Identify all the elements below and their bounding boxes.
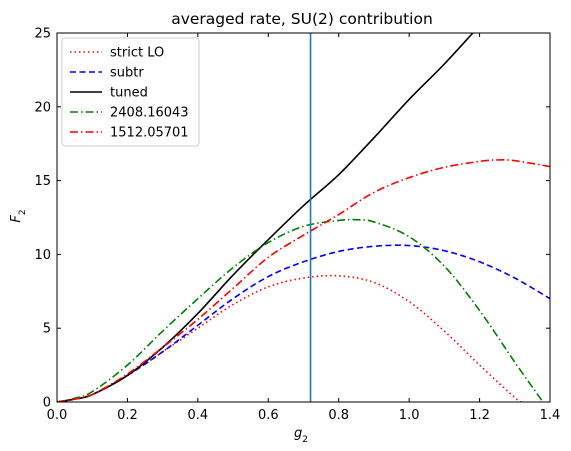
- legend-label: tuned: [110, 86, 148, 101]
- x-tick-label: 1.0: [399, 408, 420, 423]
- legend: strict LO subtr tuned 2408.16043 1512.05701: [61, 37, 200, 147]
- ticks-layer: 0.0 0.2 0.4 0.6 0.8 1.0 1.2 1.4 0 5 10 15 20 25: [34, 27, 560, 424]
- y-tick-label: 25: [34, 27, 51, 42]
- chart-title: averaged rate, SU(2) contribution: [171, 10, 433, 28]
- series-line-1: [57, 244, 550, 402]
- x-tick-label: 0.6: [258, 408, 279, 423]
- series-line-0: [57, 274, 523, 402]
- series-line-4: [57, 159, 550, 402]
- y-tick-label: 10: [34, 248, 51, 263]
- x-tick-label: 0.8: [328, 408, 349, 423]
- series-line-2: [57, 33, 474, 402]
- legend-label: 1512.05701: [110, 126, 189, 141]
- legend-label: strict LO: [110, 46, 164, 61]
- legend-label: subtr: [110, 66, 144, 81]
- x-tick-label: 0.4: [188, 408, 209, 423]
- y-tick-label: 0: [43, 396, 51, 411]
- x-axis-label: g2: [294, 426, 308, 445]
- x-tick-label: 1.2: [469, 408, 490, 423]
- legend-box: [61, 37, 200, 147]
- x-tick-label: 0.0: [47, 408, 68, 423]
- y-tick-label: 20: [34, 100, 51, 115]
- x-tick-label: 1.4: [540, 408, 561, 423]
- plot-frame: [56, 32, 551, 403]
- x-tick-label: 0.2: [117, 408, 138, 423]
- y-axis-label: F2: [9, 209, 28, 222]
- series-line-3: [57, 218, 544, 402]
- legend-label: 2408.16043: [110, 106, 189, 121]
- series-layer: [57, 33, 550, 402]
- y-tick-label: 5: [43, 322, 51, 337]
- y-tick-label: 15: [34, 174, 51, 189]
